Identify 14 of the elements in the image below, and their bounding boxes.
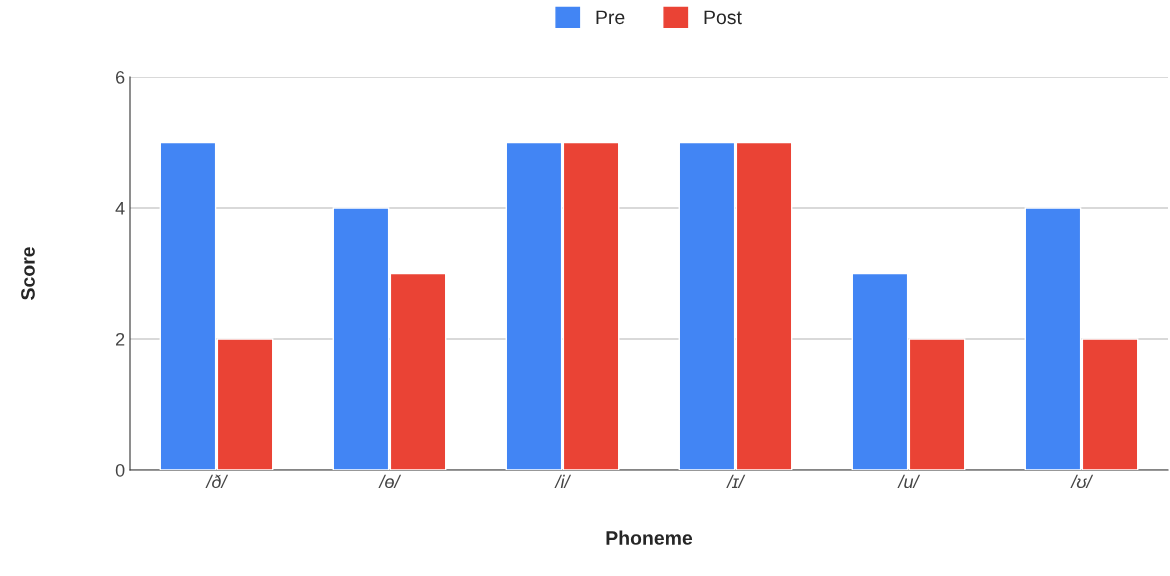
- x-tick-label: /u/: [897, 474, 921, 489]
- y-tick-label: 2: [116, 332, 125, 346]
- y-tick-label: 0: [115, 463, 125, 477]
- legend-label: Pre: [596, 10, 625, 25]
- x-tick-label: /ɵ/: [378, 474, 402, 489]
- x-tick-label: /ɪ/: [726, 474, 746, 489]
- x-tick-label: /ð/: [205, 474, 229, 489]
- x-axis-title: Phoneme: [606, 530, 693, 545]
- y-tick-label: 4: [115, 202, 125, 215]
- x-tick-label: /i/: [554, 474, 572, 489]
- x-tick-label: /ʊ/: [1070, 474, 1094, 489]
- y-axis-title: Score: [21, 247, 35, 300]
- y-tick-label: 6: [116, 70, 125, 84]
- legend-label: Post: [704, 10, 742, 25]
